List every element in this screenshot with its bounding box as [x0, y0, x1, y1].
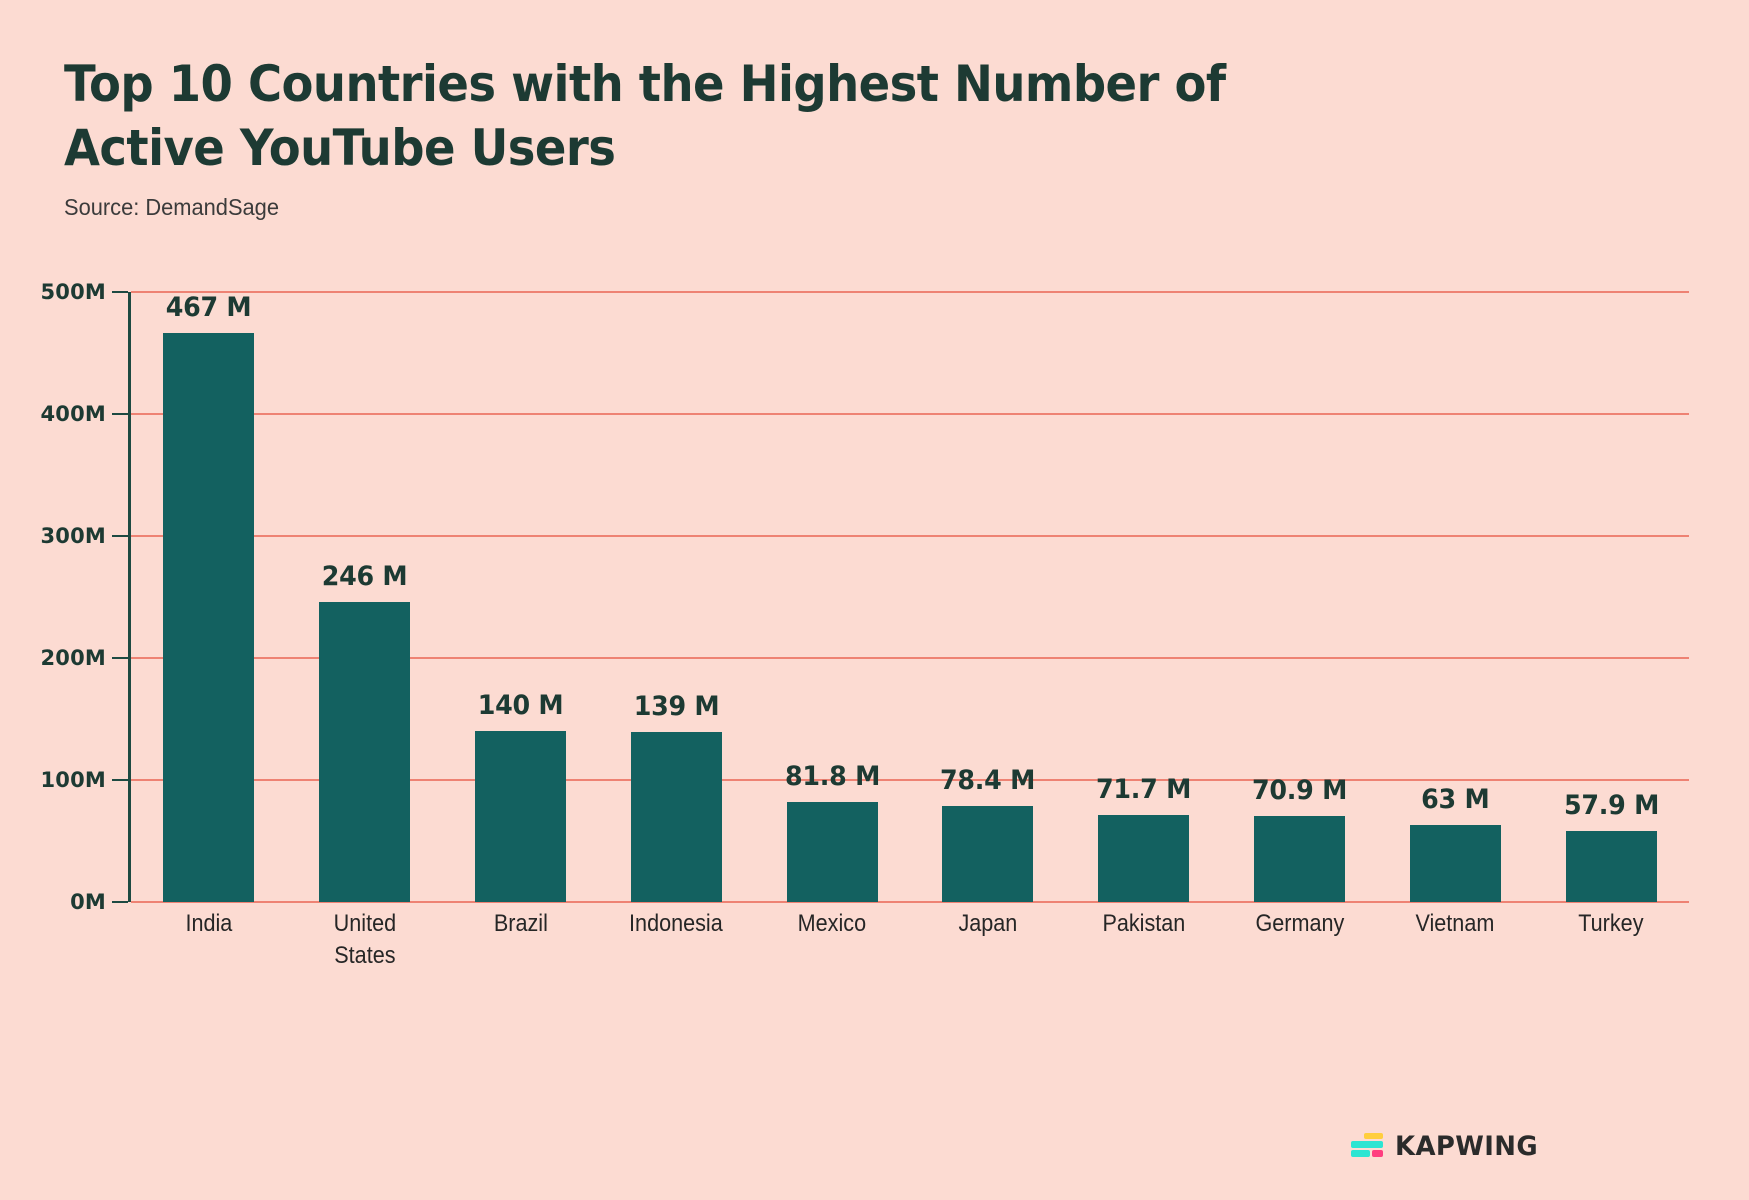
chart-header: Top 10 Countries with the Highest Number…	[64, 52, 1464, 221]
bar-item[interactable]: 70.9 M	[1222, 292, 1378, 902]
gridlines	[131, 291, 1689, 903]
bar-series: 467 M 246 M 140 M 139 M 81.8 M 78.4 M 71.7 M 70…	[131, 292, 1689, 902]
gridline	[131, 535, 1689, 537]
kapwing-wordmark: KAPWING	[1394, 1131, 1539, 1162]
x-axis-labels: India United States Brazil Indonesia Mexico J…	[131, 908, 1689, 973]
y-axis-tick-mark	[112, 779, 128, 781]
x-axis-category-label: Pakistan	[1102, 910, 1186, 937]
bar-value-label: 71.7 M	[1096, 773, 1192, 805]
bar-rect[interactable]	[1253, 815, 1345, 902]
bar-rect[interactable]	[1098, 814, 1190, 902]
bar-value-label: 63 M	[1421, 784, 1490, 816]
bar-item[interactable]: 467 M	[131, 292, 287, 902]
bar-rect[interactable]	[942, 806, 1034, 902]
bar-value-label: 140 M	[477, 690, 564, 722]
bar-rect[interactable]	[786, 802, 878, 902]
y-axis-tick-label: 400M	[40, 402, 106, 426]
plot-area: 500M 400M 300M 200M 100M 0M 467 M 246 M 140 M 13…	[0, 280, 1749, 914]
bar-item[interactable]: 139 M	[598, 292, 754, 902]
y-axis-tick-label: 500M	[40, 280, 106, 304]
x-axis-category-label: Vietnam	[1415, 910, 1495, 937]
bar-item[interactable]: 71.7 M	[1066, 292, 1222, 902]
y-axis-tick-label: 0M	[70, 890, 106, 914]
bar-rect[interactable]	[630, 732, 722, 902]
gridline	[131, 657, 1689, 659]
x-axis-category-label: Mexico	[797, 910, 867, 937]
bar-item[interactable]: 81.8 M	[754, 292, 910, 902]
bar-item[interactable]: 246 M	[287, 292, 443, 902]
gridline	[131, 779, 1689, 781]
logo-bar-yellow	[1364, 1133, 1383, 1139]
y-axis-tick-mark	[112, 291, 128, 293]
kapwing-logo: KAPWING	[1351, 1131, 1541, 1162]
bar-value-label: 467 M	[166, 292, 252, 323]
y-axis-labels: 500M 400M 300M 200M 100M 0M	[0, 280, 128, 914]
bar-value-label: 81.8 M	[784, 761, 880, 793]
bar-value-label: 139 M	[633, 691, 720, 723]
x-axis-category-label: Turkey	[1578, 910, 1644, 937]
y-axis-tick-label: 100M	[40, 768, 106, 792]
x-axis-category-label: Japan	[958, 910, 1018, 937]
y-axis-tick-mark	[112, 535, 128, 537]
y-axis-spine	[128, 292, 131, 902]
y-axis-tick-mark	[112, 413, 128, 415]
logo-bar-cyan-bottom	[1351, 1150, 1370, 1157]
gridline	[131, 901, 1689, 903]
x-axis-category-label: United States	[333, 910, 396, 970]
bar-rect[interactable]	[163, 333, 255, 902]
y-axis-tick-label: 300M	[40, 524, 106, 548]
x-axis-category-label: Indonesia	[629, 910, 724, 937]
bar-item[interactable]: 57.9 M	[1533, 292, 1689, 902]
bar-value-label: 246 M	[321, 560, 408, 592]
y-axis-tick-mark	[112, 657, 128, 659]
bar-rect[interactable]	[319, 601, 411, 902]
bar-rect[interactable]	[1565, 831, 1657, 902]
bar-item[interactable]: 78.4 M	[910, 292, 1066, 902]
x-axis-category-label: India	[185, 910, 233, 937]
bar-rect[interactable]	[474, 731, 566, 902]
bar-value-label: 70.9 M	[1251, 774, 1347, 806]
logo-bar-pink	[1372, 1150, 1383, 1157]
logo-bar-cyan-top	[1351, 1141, 1383, 1148]
kapwing-mark-icon	[1351, 1133, 1383, 1160]
bar-item[interactable]: 140 M	[443, 292, 599, 902]
x-axis-category-label: Brazil	[493, 910, 548, 937]
y-axis-tick-label: 200M	[40, 646, 106, 670]
gridline	[131, 291, 1689, 293]
bar-value-label: 78.4 M	[940, 765, 1036, 797]
y-axis-tick-mark	[112, 901, 128, 903]
bar-item[interactable]: 63 M	[1377, 292, 1533, 902]
bar-rect[interactable]	[1409, 825, 1501, 902]
chart-source-label: Source: DemandSage	[64, 194, 279, 220]
gridline	[131, 413, 1689, 415]
page-title: Top 10 Countries with the Highest Number…	[64, 55, 1226, 177]
bar-value-label: 57.9 M	[1563, 790, 1659, 822]
x-axis-category-label: Germany	[1255, 910, 1344, 937]
